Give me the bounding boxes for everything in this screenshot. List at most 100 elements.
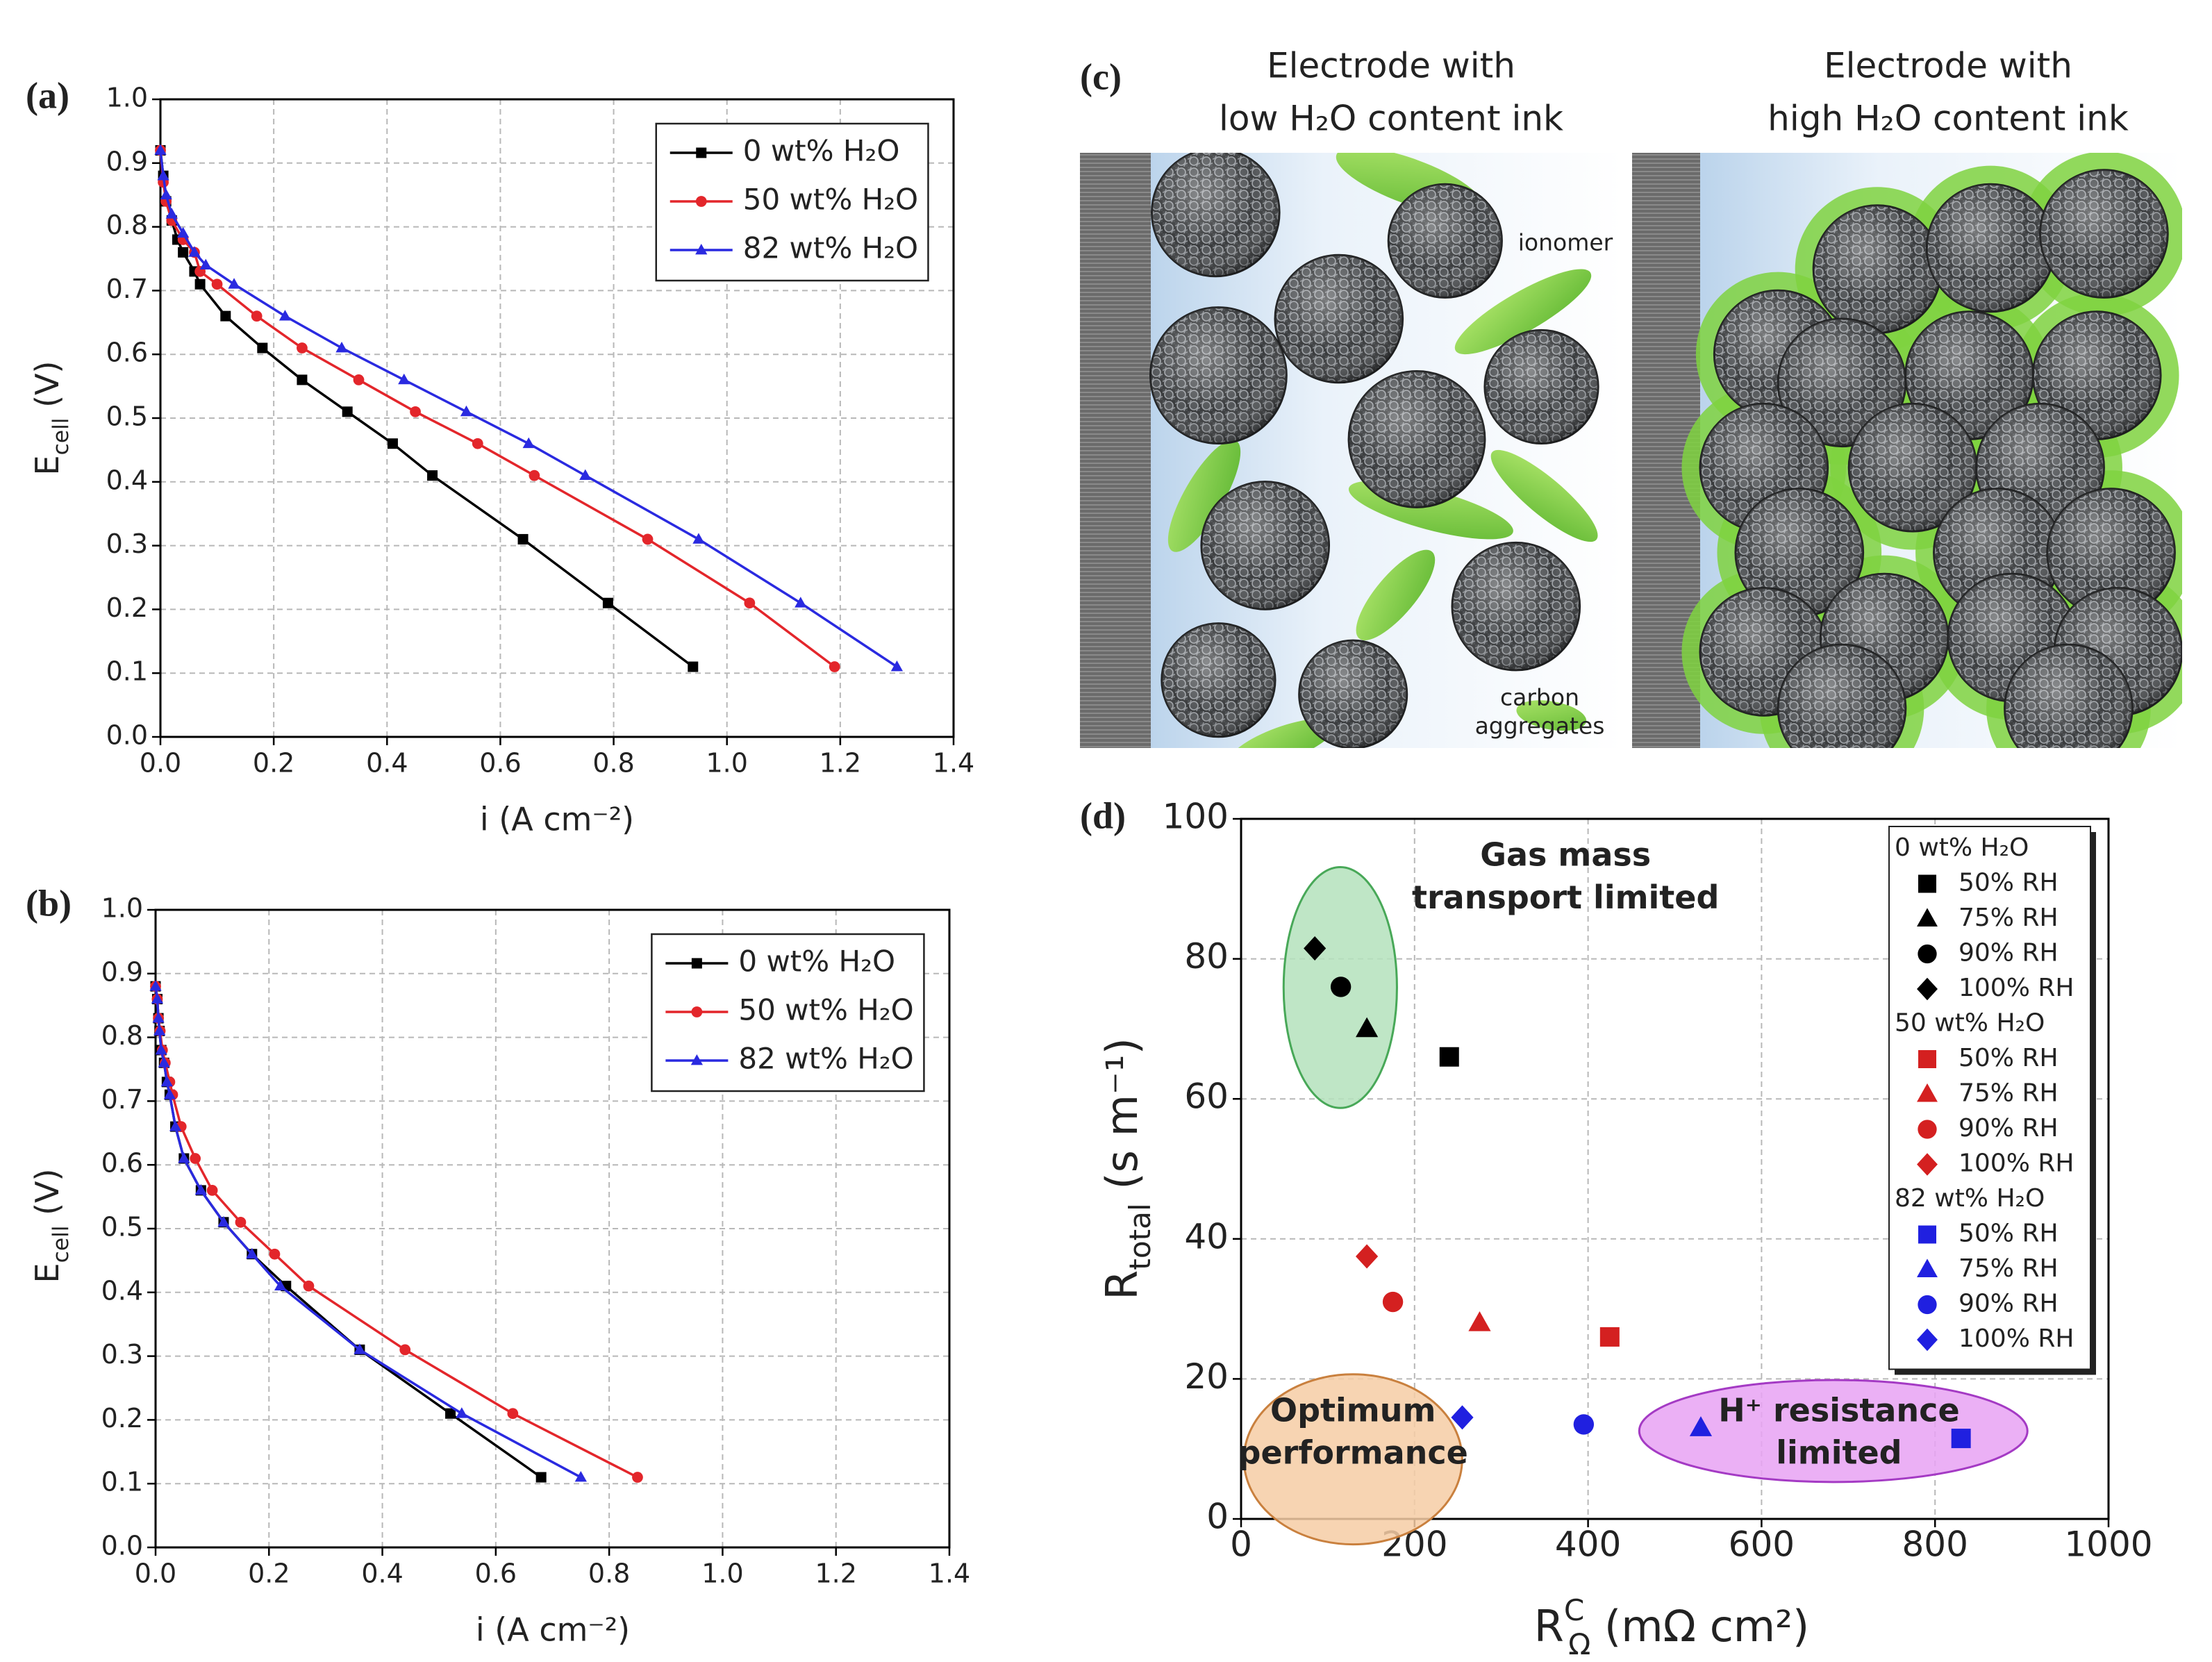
x-tick-label: 1.4 <box>929 1559 970 1589</box>
marker <box>342 406 353 417</box>
carbon-label: carbon <box>1500 684 1579 711</box>
legend-label: 82 wt% H₂O <box>743 231 918 265</box>
y-axis-label-part: (V) <box>28 1169 66 1226</box>
aggregate-shade <box>1275 255 1403 383</box>
carbon-label: aggregates <box>1475 713 1605 740</box>
x-axis-label: RC Ω (mΩ cm²) <box>1534 1593 1809 1661</box>
marker <box>153 1024 166 1036</box>
legend-label: 50 wt% H₂O <box>743 183 918 217</box>
x-tick-label: 1.0 <box>701 1559 743 1589</box>
marker <box>194 279 206 290</box>
y-axis-label-part: (s m⁻¹) <box>1097 1038 1147 1203</box>
marker <box>445 1408 456 1419</box>
aggregate-shade <box>1813 205 1941 333</box>
y-axis-label-part: R <box>1097 1270 1147 1300</box>
marker <box>154 144 167 155</box>
legend-label: 75% RH <box>1959 1254 2059 1283</box>
marker <box>211 279 223 290</box>
marker <box>517 533 529 545</box>
marker <box>220 310 231 322</box>
annotation: limited <box>1776 1434 1902 1472</box>
plot-frame <box>159 98 955 738</box>
marker <box>399 1344 411 1356</box>
x-tick-label: 1.2 <box>815 1559 856 1589</box>
annotation: Optimum <box>1270 1391 1436 1429</box>
x-axis-label-part: Ω <box>1568 1627 1590 1661</box>
marker <box>1382 1291 1404 1313</box>
ionomer <box>1454 269 1592 355</box>
legend-label: 50 wt% H₂O <box>738 993 913 1027</box>
x-axis-label-part: (mΩ cm²) <box>1590 1601 1809 1652</box>
legend-label: 50% RH <box>1959 869 2059 897</box>
marker <box>460 405 473 417</box>
x-tick-label: 800 <box>1902 1524 1968 1565</box>
marker <box>1304 936 1327 961</box>
aggregate-shade <box>1778 319 1906 447</box>
x-tick-label: 400 <box>1555 1524 1621 1565</box>
aggregate-shade <box>1927 184 2054 312</box>
aggregate-shade <box>2047 488 2175 617</box>
marker <box>795 597 807 608</box>
marker <box>151 992 164 1004</box>
y-tick-label: 0.7 <box>106 274 148 304</box>
y-tick-label: 1.0 <box>106 83 148 113</box>
marker <box>206 1185 218 1196</box>
y-tick-label: 100 <box>1163 797 1229 837</box>
annotation: performance <box>1238 1434 1468 1472</box>
x-tick-label: 0.8 <box>592 748 634 779</box>
marker <box>456 1407 468 1418</box>
ionomer <box>1516 700 1587 731</box>
marker <box>190 1153 201 1164</box>
marker <box>1918 944 1937 964</box>
marker <box>1356 1017 1379 1038</box>
marker <box>472 438 483 449</box>
y-tick-label: 0.8 <box>106 210 148 240</box>
x-tick-label: 0.6 <box>475 1559 517 1589</box>
y-tick-label: 20 <box>1184 1356 1229 1397</box>
marker <box>1439 1047 1459 1067</box>
y-tick-label: 0.3 <box>101 1339 143 1370</box>
marker <box>169 1120 182 1131</box>
y-tick-label: 0.0 <box>101 1531 143 1561</box>
annotation: H⁺ resistance <box>1718 1391 1959 1429</box>
aggregate-shade <box>1452 542 1580 670</box>
ionomer <box>1356 549 1436 640</box>
y-axis-label-part: E <box>28 1263 66 1283</box>
marker <box>1918 874 1936 893</box>
marker <box>1689 1416 1713 1436</box>
aggregate-shade <box>2040 169 2168 298</box>
y-axis-label: Ecell (V) <box>28 361 74 476</box>
y-tick-label: 0.2 <box>106 592 148 623</box>
panel-label: (b) <box>26 882 72 924</box>
marker <box>691 1006 703 1017</box>
marker <box>1917 908 1938 927</box>
panel-title: Electrode with <box>1267 46 1515 86</box>
marker <box>574 1471 587 1482</box>
panel-label: (a) <box>26 74 69 116</box>
y-tick-label: 0.9 <box>101 956 143 987</box>
marker <box>744 597 756 609</box>
y-tick-label: 0.9 <box>106 146 148 176</box>
x-tick-label: 0.8 <box>588 1559 630 1589</box>
marker <box>691 958 702 969</box>
marker <box>199 258 212 270</box>
y-tick-label: 1.0 <box>101 893 143 924</box>
aggregate-shade <box>1201 481 1329 610</box>
y-tick-label: 0.4 <box>101 1275 143 1306</box>
ionomer <box>1490 449 1598 542</box>
x-tick-label: 0.4 <box>361 1559 403 1589</box>
marker <box>1330 977 1352 997</box>
y-axis-label-part: cell <box>49 1226 74 1263</box>
marker <box>246 1247 258 1259</box>
marker <box>1917 1258 1938 1278</box>
aggregate-shade <box>1349 371 1485 508</box>
ionomer <box>1167 440 1241 552</box>
marker <box>890 660 904 672</box>
marker <box>529 469 540 481</box>
aggregate-shade <box>1905 311 2034 440</box>
marker <box>427 470 438 481</box>
x-axis-label-part: C <box>1564 1593 1584 1627</box>
panel-title: high H₂O content ink <box>1768 99 2129 139</box>
x-axis-label: i (A cm⁻²) <box>480 801 634 838</box>
